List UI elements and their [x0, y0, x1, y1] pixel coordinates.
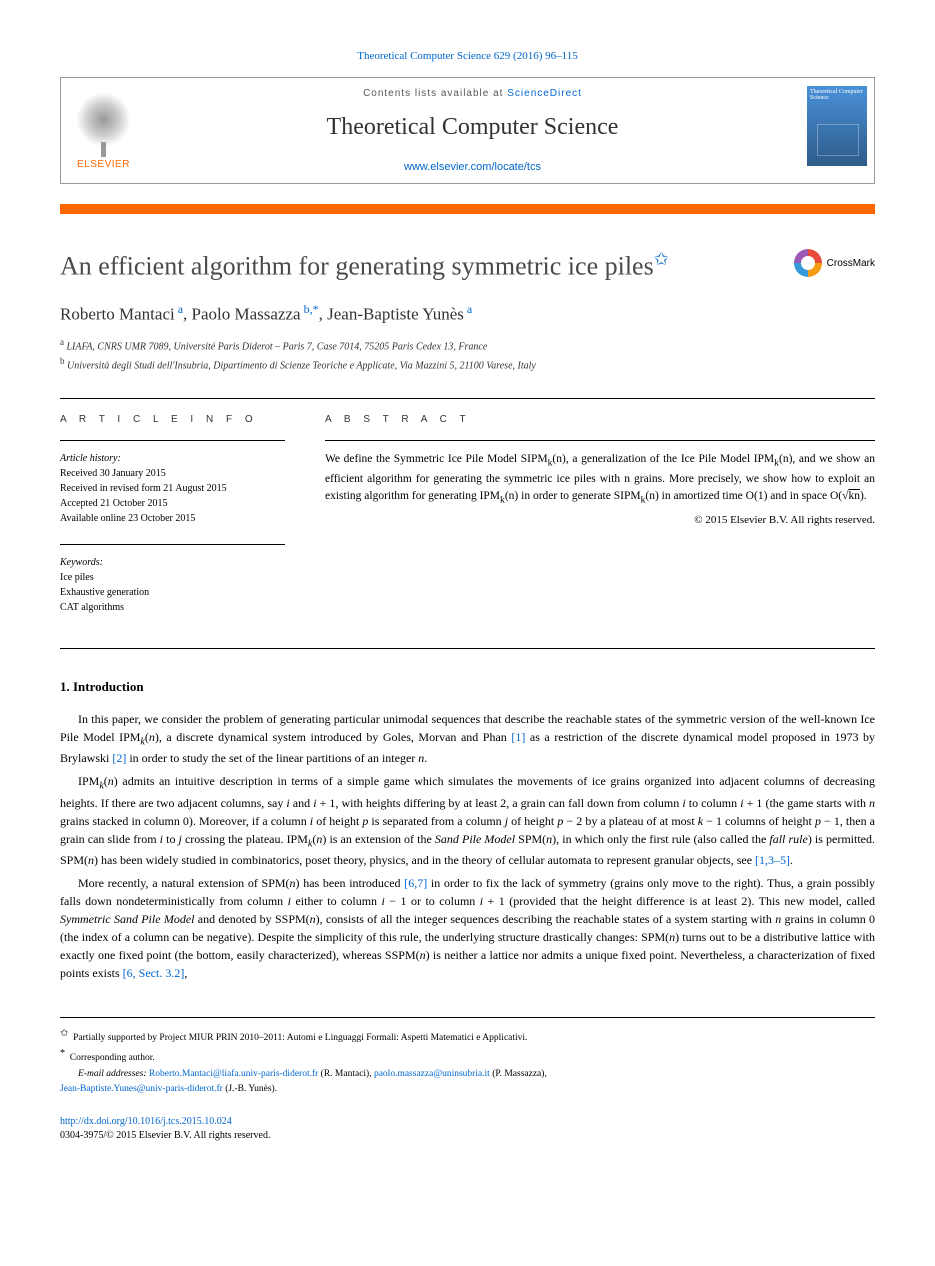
article-history-label: Article history:: [60, 451, 285, 466]
intro-para-1: In this paper, we consider the problem o…: [60, 710, 875, 767]
date-online: Available online 23 October 2015: [60, 511, 285, 526]
author-1-affil[interactable]: a: [175, 302, 183, 316]
email-link-1[interactable]: Roberto.Mantaci@liafa.univ-paris-diderot…: [149, 1069, 318, 1079]
journal-url[interactable]: www.elsevier.com/locate/tcs: [166, 161, 779, 173]
ref-1-3-5[interactable]: [1,3–5]: [755, 853, 790, 867]
keyword-3: CAT algorithms: [60, 600, 285, 615]
affiliation-b: Università degli Studi dell'Insubria, Di…: [67, 360, 536, 371]
elsevier-logo[interactable]: ELSEVIER: [69, 91, 138, 171]
keyword-2: Exhaustive generation: [60, 585, 285, 600]
date-accepted: Accepted 21 October 2015: [60, 496, 285, 511]
crossmark-badge[interactable]: CrossMark: [794, 249, 875, 277]
doi-link[interactable]: http://dx.doi.org/10.1016/j.tcs.2015.10.…: [60, 1116, 232, 1127]
divider-bottom: [60, 648, 875, 649]
orange-divider-bar: [60, 204, 875, 214]
abstract-column: A B S T R A C T We define the Symmetric …: [325, 414, 875, 633]
email-link-3[interactable]: Jean-Baptiste.Yunes@univ-paris-diderot.f…: [60, 1084, 223, 1094]
issn-copyright: 0304-3975/© 2015 Elsevier B.V. All right…: [60, 1130, 270, 1141]
intro-para-3: More recently, a natural extension of SP…: [60, 874, 875, 982]
date-received: Received 30 January 2015: [60, 466, 285, 481]
publisher-name: ELSEVIER: [77, 159, 130, 170]
ref-2[interactable]: [2]: [112, 751, 126, 765]
abstract-label: A B S T R A C T: [325, 414, 875, 425]
crossmark-icon: [794, 249, 822, 277]
affiliation-a: LIAFA, CNRS UMR 7089, Université Paris D…: [67, 342, 488, 353]
author-2: Paolo Massazza: [192, 304, 301, 323]
corresponding-footnote: Corresponding author.: [70, 1054, 155, 1064]
author-2-corresponding[interactable]: *: [313, 302, 319, 316]
footnotes-block: ✩ Partially supported by Project MIUR PR…: [60, 1017, 875, 1097]
author-3: Jean-Baptiste Yunès: [327, 304, 464, 323]
ref-6-7[interactable]: [6,7]: [404, 876, 427, 890]
authors-line: Roberto Mantaci a, Paolo Massazza b,*, J…: [60, 302, 875, 325]
emails-label: E-mail addresses:: [78, 1069, 147, 1079]
email-link-2[interactable]: paolo.massazza@uninsubria.it: [374, 1069, 490, 1079]
keyword-1: Ice piles: [60, 570, 285, 585]
crossmark-label: CrossMark: [827, 258, 875, 269]
date-revised: Received in revised form 21 August 2015: [60, 481, 285, 496]
journal-cover-thumbnail[interactable]: Theoretical Computer Science: [807, 86, 867, 166]
ref-6-sect[interactable]: [6, Sect. 3.2]: [123, 966, 185, 980]
sciencedirect-link[interactable]: ScienceDirect: [507, 88, 582, 99]
journal-cover-col: Theoretical Computer Science: [799, 78, 874, 183]
author-1: Roberto Mantaci: [60, 304, 175, 323]
journal-header-box: ELSEVIER Contents lists available at Sci…: [60, 77, 875, 184]
elsevier-tree-icon: [76, 92, 131, 147]
funding-footnote: Partially supported by Project MIUR PRIN…: [73, 1033, 527, 1043]
abstract-text: We define the Symmetric Ice Pile Model S…: [325, 451, 875, 508]
journal-name: Theoretical Computer Science: [166, 114, 779, 141]
author-2-affil[interactable]: b,: [301, 302, 313, 316]
section-1-heading: 1. Introduction: [60, 679, 875, 695]
intro-para-2: IPMk(n) admits an intuitive description …: [60, 772, 875, 869]
ref-1[interactable]: [1]: [511, 730, 525, 744]
author-3-affil[interactable]: a: [464, 302, 472, 316]
article-info-column: A R T I C L E I N F O Article history: R…: [60, 414, 285, 633]
publisher-logo-col: ELSEVIER: [61, 78, 146, 183]
article-info-label: A R T I C L E I N F O: [60, 414, 285, 425]
title-footnote-star-icon[interactable]: ✩: [654, 249, 669, 269]
header-citation[interactable]: Theoretical Computer Science 629 (2016) …: [60, 50, 875, 62]
abstract-copyright: © 2015 Elsevier B.V. All rights reserved…: [325, 514, 875, 526]
keywords-label: Keywords:: [60, 555, 285, 570]
contents-available-text: Contents lists available at ScienceDirec…: [166, 88, 779, 99]
paper-title: An efficient algorithm for generating sy…: [60, 249, 669, 282]
affiliations-block: a LIAFA, CNRS UMR 7089, Université Paris…: [60, 336, 875, 373]
footer-block: http://dx.doi.org/10.1016/j.tcs.2015.10.…: [60, 1115, 875, 1143]
